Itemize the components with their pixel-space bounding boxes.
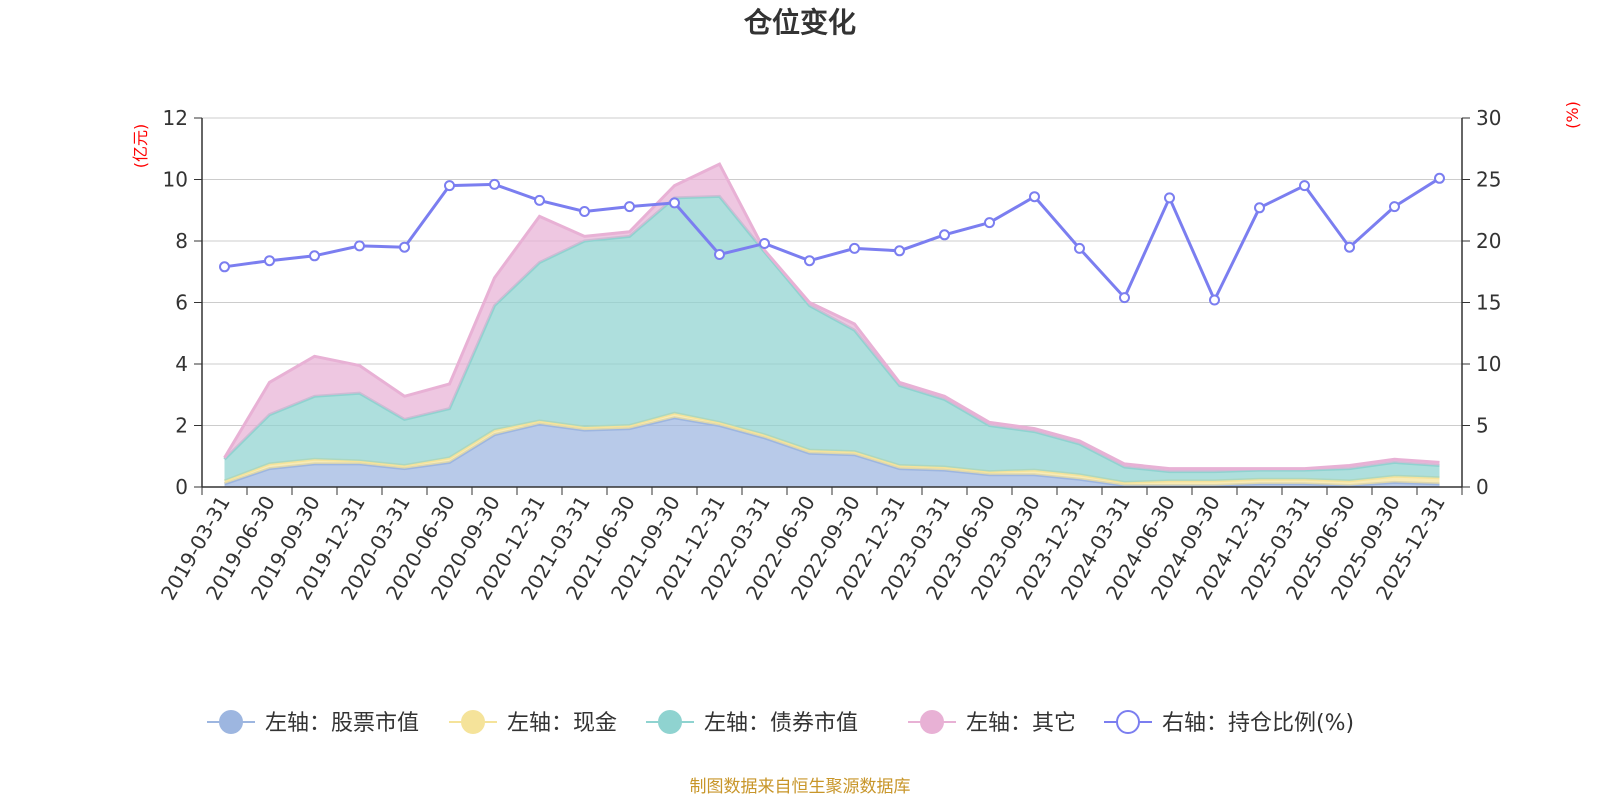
- ratio-point: [804, 255, 815, 267]
- area-左轴：其它: [224, 164, 1440, 472]
- legend: 左轴：股票市值 左轴：现金 左轴：债券市值 左轴：其它 右轴：持仓比例(%): [207, 710, 1354, 736]
- legend-item: 左轴：债券市值: [646, 710, 858, 736]
- legend-marker: [658, 710, 682, 734]
- stacked-areas: [223, 162, 1440, 488]
- ratio-point: [894, 245, 905, 257]
- ratio-point: [1074, 242, 1085, 254]
- legend-item: 左轴：股票市值: [207, 710, 419, 736]
- legend-label: 右轴：持仓比例(%): [1162, 711, 1354, 736]
- ratio-point: [399, 241, 410, 253]
- ratio-point: [984, 217, 995, 229]
- area-左轴：现金: [224, 413, 1440, 486]
- right-tick-label: 30: [1476, 106, 1501, 130]
- legend-item: 右轴：持仓比例(%): [1104, 710, 1354, 736]
- ratio-point: [354, 240, 365, 252]
- right-tick-label: 20: [1476, 229, 1501, 253]
- area-edge-左轴：其它: [223, 162, 1440, 471]
- ratio-point: [264, 255, 275, 267]
- ratio-point: [1254, 202, 1265, 214]
- ratio-point: [534, 194, 545, 206]
- grid-lines: [202, 117, 1462, 426]
- legend-item: 左轴：其它: [908, 710, 1076, 736]
- ratio-point: [1164, 192, 1175, 204]
- legend-label: 左轴：其它: [966, 711, 1076, 736]
- ratio-point: [579, 206, 590, 217]
- legend-marker: [920, 710, 944, 734]
- area-左轴：股票市值: [224, 417, 1440, 487]
- left-tick-label: 8: [175, 229, 188, 253]
- ratio-point: [489, 178, 500, 190]
- ratio-point: [939, 229, 950, 241]
- right-tick-label: 25: [1476, 168, 1501, 192]
- ratio-point: [1389, 201, 1400, 213]
- ratio-point: [444, 180, 455, 192]
- ratio-point: [219, 261, 230, 273]
- ratio-point: [1434, 172, 1445, 184]
- legend-item: 左轴：现金: [449, 710, 617, 736]
- legend-label: 左轴：债券市值: [704, 711, 858, 736]
- left-tick-label: 2: [175, 414, 188, 438]
- left-axis-unit: (亿元): [131, 124, 150, 169]
- left-tick-label: 10: [163, 168, 188, 192]
- legend-label: 左轴：股票市值: [265, 711, 419, 736]
- legend-marker: [461, 710, 485, 734]
- right-tick-label: 15: [1476, 291, 1501, 315]
- left-tick-label: 0: [175, 475, 188, 499]
- ratio-line-series: [219, 172, 1445, 306]
- ratio-line-path: [224, 177, 1441, 304]
- chart-title: 仓位变化: [744, 6, 856, 39]
- data-source-footnote: 制图数据来自恒生聚源数据库: [690, 777, 911, 797]
- legend-marker: [219, 710, 243, 734]
- legend-label: 左轴：现金: [507, 711, 617, 736]
- left-tick-label: 4: [175, 352, 188, 376]
- ratio-point: [624, 201, 635, 213]
- ratio-point: [1344, 241, 1355, 253]
- area-左轴：债券市值: [224, 196, 1440, 483]
- right-tick-label: 0: [1476, 475, 1489, 499]
- ratio-point: [1029, 191, 1040, 203]
- ratio-point: [714, 249, 725, 260]
- ratio-point: [1119, 292, 1130, 304]
- left-tick-label: 12: [163, 106, 188, 130]
- ratio-point: [309, 250, 320, 262]
- right-axis-unit: (%): [1563, 101, 1582, 129]
- ratio-point: [849, 242, 860, 254]
- right-tick-label: 5: [1476, 414, 1489, 438]
- legend-marker: [1116, 710, 1140, 734]
- ratio-point: [669, 197, 680, 209]
- ratio-point: [1209, 294, 1220, 306]
- ratio-point: [1299, 180, 1310, 192]
- right-tick-label: 10: [1476, 352, 1501, 376]
- ratio-point: [759, 238, 770, 249]
- left-tick-label: 6: [175, 291, 188, 315]
